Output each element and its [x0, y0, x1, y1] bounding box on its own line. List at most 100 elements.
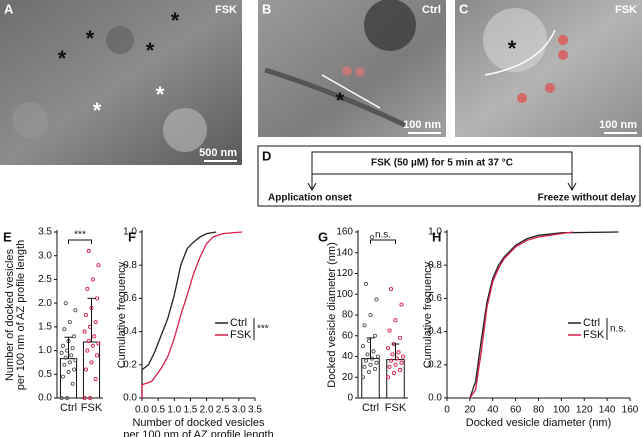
- data-point: [73, 308, 78, 313]
- panel-label: F: [128, 229, 136, 244]
- texture: [364, 0, 416, 51]
- x-tick-label: 3.0: [232, 405, 246, 416]
- image-marker: *: [171, 8, 180, 33]
- data-point: [368, 312, 373, 318]
- y-axis-label: Docked vesicle diameter (nm): [326, 242, 338, 388]
- data-point: [70, 381, 75, 386]
- em-image: [455, 0, 642, 137]
- x-axis-label: per 100 nm of AZ profile length: [123, 429, 273, 437]
- y-tick-label: 1.0: [428, 227, 442, 238]
- y-axis-label: Cumulative frequency: [422, 261, 434, 368]
- image-marker: *: [86, 26, 95, 51]
- data-point: [388, 287, 394, 292]
- data-point: [388, 358, 394, 363]
- significance-label: n.s.: [375, 230, 391, 241]
- data-point: [89, 360, 94, 365]
- panel-label: H: [432, 229, 441, 244]
- texture: [163, 108, 207, 152]
- data-point: [363, 281, 369, 286]
- data-point: [375, 354, 381, 359]
- x-tick-label: FSK: [81, 402, 103, 414]
- protocol-bar: [311, 151, 573, 175]
- x-tick-label: 0.5: [151, 405, 165, 416]
- error-bar: [87, 297, 96, 343]
- scale-label: 100 nm: [403, 119, 441, 131]
- panel-label: D: [262, 148, 271, 163]
- data-point: [85, 348, 90, 353]
- condition-tag: FSK: [215, 4, 237, 16]
- data-point: [400, 354, 406, 359]
- texture: [106, 26, 134, 54]
- em-image: [0, 0, 242, 165]
- data-point: [390, 352, 395, 357]
- image-marker: *: [146, 38, 155, 63]
- y-tick-label: 0.4: [123, 326, 137, 337]
- data-point: [73, 358, 78, 363]
- data-point: [362, 364, 367, 369]
- membrane: [264, 67, 407, 128]
- start-label: Application onset: [268, 193, 353, 204]
- data-point: [374, 297, 379, 302]
- data-point: [88, 395, 93, 401]
- data-point: [92, 334, 97, 339]
- y-tick-label: 0.2: [428, 359, 442, 370]
- data-point: [385, 346, 391, 351]
- data-point: [63, 301, 68, 306]
- y-tick-label: 0.8: [123, 260, 137, 271]
- data-point: [371, 349, 376, 354]
- y-tick-label: 3.5: [38, 227, 52, 238]
- y-tick-label: 160: [336, 227, 353, 238]
- data-point: [397, 335, 403, 340]
- condition-tag: Ctrl: [422, 4, 441, 16]
- data-point: [362, 323, 367, 328]
- axis: [141, 230, 255, 399]
- y-tick-label: 20: [342, 372, 354, 383]
- cdf-line: [469, 231, 619, 399]
- data-point: [83, 367, 89, 372]
- data-point: [69, 353, 74, 358]
- y-tick-label: 80: [342, 310, 354, 321]
- data-point: [65, 395, 70, 401]
- significance-bracket: [370, 239, 396, 244]
- x-tick-label: 160: [622, 405, 639, 416]
- x-tick-label: 100: [553, 405, 570, 416]
- data-point: [360, 344, 366, 349]
- data-point: [93, 320, 98, 325]
- cdf-line: [141, 231, 243, 398]
- y-tick-label: 0.4: [428, 326, 442, 337]
- x-tick-label: 60: [510, 405, 522, 416]
- x-axis-label: Docked vesicle diameter (nm): [466, 417, 612, 429]
- x-tick-label: 2.0: [200, 405, 214, 416]
- legend-label: FSK: [230, 329, 252, 341]
- panel-label: B: [262, 1, 271, 16]
- az-bracket: [484, 29, 556, 76]
- x-tick-label: 0.0: [135, 405, 149, 416]
- y-tick-label: 2.5: [38, 274, 52, 285]
- y-tick-label: 1.0: [123, 227, 137, 238]
- data-point: [372, 333, 378, 338]
- x-tick-label: 120: [576, 405, 593, 416]
- x-axis-label: Number of docked vesicles: [132, 417, 265, 429]
- data-point: [90, 343, 95, 348]
- x-tick-label: 2.5: [216, 405, 230, 416]
- cdf-line: [141, 231, 217, 398]
- data-point: [374, 360, 379, 365]
- scale-label: 100 nm: [599, 119, 637, 131]
- panel-label: A: [4, 1, 14, 16]
- image-marker: *: [93, 98, 102, 123]
- panel-label: C: [459, 1, 469, 16]
- data-point: [94, 353, 100, 358]
- data-point: [62, 362, 67, 367]
- az-bracket: [321, 74, 381, 109]
- vesicle: [517, 93, 527, 103]
- y-tick-label: 0.2: [123, 359, 137, 370]
- data-point: [387, 328, 392, 333]
- x-tick-label: FSK: [385, 402, 407, 414]
- y-tick-label: 0.8: [428, 260, 442, 271]
- y-tick-label: 60: [342, 330, 354, 341]
- axis: [446, 230, 630, 399]
- data-point: [360, 375, 366, 380]
- legend-label: Ctrl: [230, 317, 247, 329]
- data-point: [94, 296, 100, 301]
